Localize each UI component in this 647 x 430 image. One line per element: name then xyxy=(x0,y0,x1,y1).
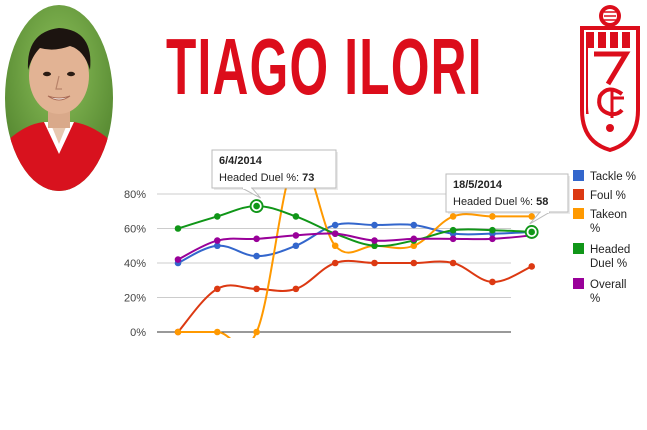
data-point-foul[interactable] xyxy=(331,259,339,267)
data-point-headed-duel[interactable] xyxy=(449,226,457,234)
tooltip: 6/4/2014 Headed Duel %: 73 xyxy=(211,149,338,199)
legend-swatch xyxy=(573,189,584,200)
y-tick-label: 0% xyxy=(130,327,146,339)
series-line-headed-duel xyxy=(177,205,532,247)
legend-label: Takeon xyxy=(590,209,627,221)
data-point-headed-duel[interactable] xyxy=(174,225,182,232)
series-line-overall xyxy=(177,232,532,261)
data-point-foul[interactable] xyxy=(489,278,496,286)
data-point-foul[interactable] xyxy=(292,285,300,293)
legend-item-headed-duel[interactable]: Headed Duel % xyxy=(573,243,630,270)
data-point-headed-duel[interactable] xyxy=(292,213,300,220)
legend-item-tackle[interactable]: Tackle % xyxy=(573,170,636,183)
data-point-foul[interactable] xyxy=(214,285,221,293)
club-crest-icon xyxy=(580,5,640,152)
player-photo xyxy=(5,5,113,191)
tooltip: 18/5/2014 Headed Duel %: 58 xyxy=(445,173,570,225)
series-line-tackle xyxy=(177,222,532,264)
legend-swatch xyxy=(573,170,584,181)
chart-tooltips: 6/4/2014 Headed Duel %: 73 18/5/2014 Headed… xyxy=(211,149,570,239)
data-point-overall[interactable] xyxy=(174,256,182,263)
data-point-takeon[interactable] xyxy=(331,242,339,250)
data-point-headed-duel[interactable] xyxy=(214,213,221,220)
series-foul xyxy=(174,259,535,336)
tooltip-value: Headed Duel %: 73 xyxy=(219,172,314,184)
legend-label: Tackle % xyxy=(590,171,636,183)
data-point-takeon[interactable] xyxy=(528,213,535,220)
highlight-point xyxy=(528,228,535,236)
tooltip-box xyxy=(445,173,569,213)
legend-label: Duel % xyxy=(590,258,627,270)
data-point-overall[interactable] xyxy=(292,232,300,239)
tooltip-date: 18/5/2014 xyxy=(453,179,503,191)
legend-swatch xyxy=(573,208,584,219)
y-axis: 0% 20% 40% 60% 80% xyxy=(124,189,146,339)
y-tick-label: 80% xyxy=(124,189,146,201)
legend-item-foul[interactable]: Foul % xyxy=(573,189,626,202)
y-tick-label: 20% xyxy=(124,293,146,305)
data-point-foul[interactable] xyxy=(449,259,457,267)
legend-item-overall[interactable]: Overall% xyxy=(573,278,626,305)
highlight-point xyxy=(253,202,260,210)
data-point-overall[interactable] xyxy=(449,235,457,243)
data-point-tackle[interactable] xyxy=(331,221,339,229)
data-point-overall[interactable] xyxy=(371,237,378,244)
legend-label: Overall xyxy=(590,279,626,291)
data-point-overall[interactable] xyxy=(410,235,418,243)
legend-label: Headed xyxy=(590,244,630,256)
data-point-headed-duel[interactable] xyxy=(371,242,378,250)
data-point-takeon[interactable] xyxy=(489,213,496,220)
legend-label: Foul % xyxy=(590,190,626,202)
legend-swatch xyxy=(573,243,584,254)
data-point-overall[interactable] xyxy=(214,237,221,244)
tooltip-date: 6/4/2014 xyxy=(219,155,263,167)
data-point-takeon[interactable] xyxy=(449,213,457,220)
legend-label: % xyxy=(590,223,600,235)
data-point-tackle[interactable] xyxy=(292,242,300,250)
data-point-takeon[interactable] xyxy=(174,328,182,336)
data-point-takeon[interactable] xyxy=(410,242,418,250)
chart-legend: Tackle % Foul % Takeon% Headed Duel % Overall… xyxy=(573,170,636,305)
data-point-foul[interactable] xyxy=(253,285,260,293)
data-point-overall[interactable] xyxy=(253,235,260,243)
data-point-takeon[interactable] xyxy=(253,328,260,336)
tooltip-value: Headed Duel %: 58 xyxy=(453,196,548,208)
legend-label: % xyxy=(590,293,600,305)
data-point-foul[interactable] xyxy=(528,263,535,270)
data-point-foul[interactable] xyxy=(371,259,378,267)
tooltip-box xyxy=(211,149,337,189)
data-point-takeon[interactable] xyxy=(214,328,221,336)
data-point-foul[interactable] xyxy=(410,259,418,267)
legend-swatch xyxy=(573,278,584,289)
legend-item-takeon[interactable]: Takeon% xyxy=(573,208,627,235)
y-tick-label: 40% xyxy=(124,258,146,270)
data-point-tackle[interactable] xyxy=(371,221,378,229)
data-point-overall[interactable] xyxy=(331,230,339,237)
data-point-tackle[interactable] xyxy=(410,221,418,229)
data-point-tackle[interactable] xyxy=(253,252,260,260)
chart-series xyxy=(174,156,535,338)
data-point-overall[interactable] xyxy=(489,235,496,243)
data-point-tackle[interactable] xyxy=(214,242,221,250)
series-line-foul xyxy=(177,259,533,333)
data-point-headed-duel[interactable] xyxy=(489,226,496,234)
y-tick-label: 60% xyxy=(124,224,146,236)
